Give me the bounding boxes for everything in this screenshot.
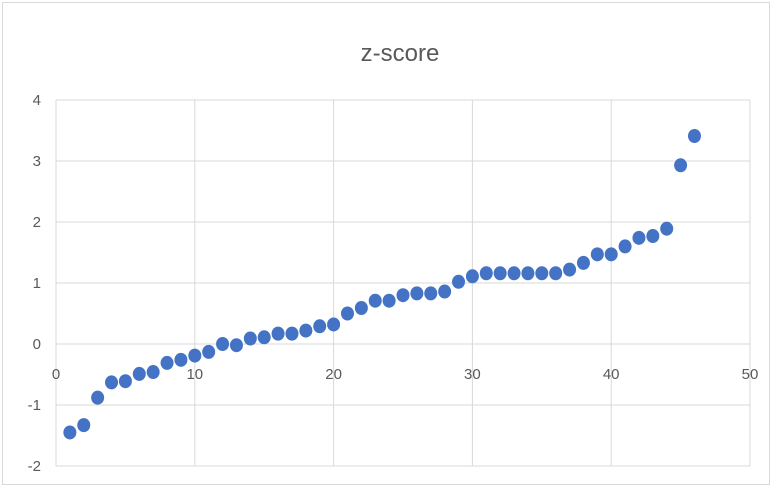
x-tick-label: 0	[52, 366, 60, 383]
data-point	[188, 348, 202, 363]
data-point	[465, 269, 479, 284]
data-point	[618, 239, 632, 254]
y-tick-label: 4	[33, 92, 41, 109]
data-point	[313, 319, 327, 334]
data-point	[285, 326, 299, 341]
data-point	[202, 344, 216, 359]
data-point	[535, 266, 549, 281]
y-tick-label: -2	[28, 458, 41, 475]
data-point	[229, 338, 243, 353]
data-point	[660, 221, 674, 236]
y-tick-label: 0	[33, 336, 41, 353]
data-point	[452, 274, 466, 289]
data-point	[243, 331, 257, 346]
data-point	[563, 262, 577, 277]
data-point	[146, 365, 160, 380]
data-point	[521, 266, 535, 281]
x-tick-label: 50	[742, 366, 759, 383]
data-point	[604, 247, 618, 262]
data-point	[327, 317, 341, 332]
y-tick-label: 2	[33, 214, 41, 231]
data-point	[299, 323, 313, 338]
data-point	[382, 293, 396, 308]
data-point	[424, 286, 438, 301]
data-point	[632, 230, 646, 245]
data-point	[160, 355, 174, 370]
data-point	[410, 286, 424, 301]
x-tick-label: 20	[325, 366, 342, 383]
data-point	[549, 266, 563, 281]
data-point	[354, 301, 368, 316]
data-point	[674, 158, 688, 173]
data-point	[396, 288, 410, 303]
data-point	[368, 293, 382, 308]
data-point	[271, 326, 285, 341]
x-tick-label: 40	[603, 366, 620, 383]
data-point	[438, 284, 452, 299]
data-point	[479, 266, 493, 281]
data-point	[132, 366, 146, 381]
data-point	[118, 374, 132, 389]
data-point	[257, 330, 271, 345]
data-point	[174, 352, 188, 367]
data-point	[493, 266, 507, 281]
y-tick-label: -1	[28, 397, 41, 414]
data-point	[63, 425, 77, 440]
data-point	[340, 306, 354, 321]
data-point	[216, 337, 230, 351]
y-tick-label: 1	[33, 275, 41, 292]
data-point	[576, 255, 590, 270]
x-tick-label: 30	[464, 366, 481, 383]
data-point	[77, 418, 91, 433]
data-point	[91, 390, 105, 405]
chart-title: z-score	[361, 40, 440, 67]
data-point	[687, 128, 701, 143]
data-point	[646, 229, 660, 244]
data-point	[590, 247, 604, 262]
data-point	[507, 266, 521, 281]
x-tick-label: 10	[186, 366, 203, 383]
y-tick-label: 3	[33, 153, 41, 170]
data-point	[105, 375, 119, 390]
